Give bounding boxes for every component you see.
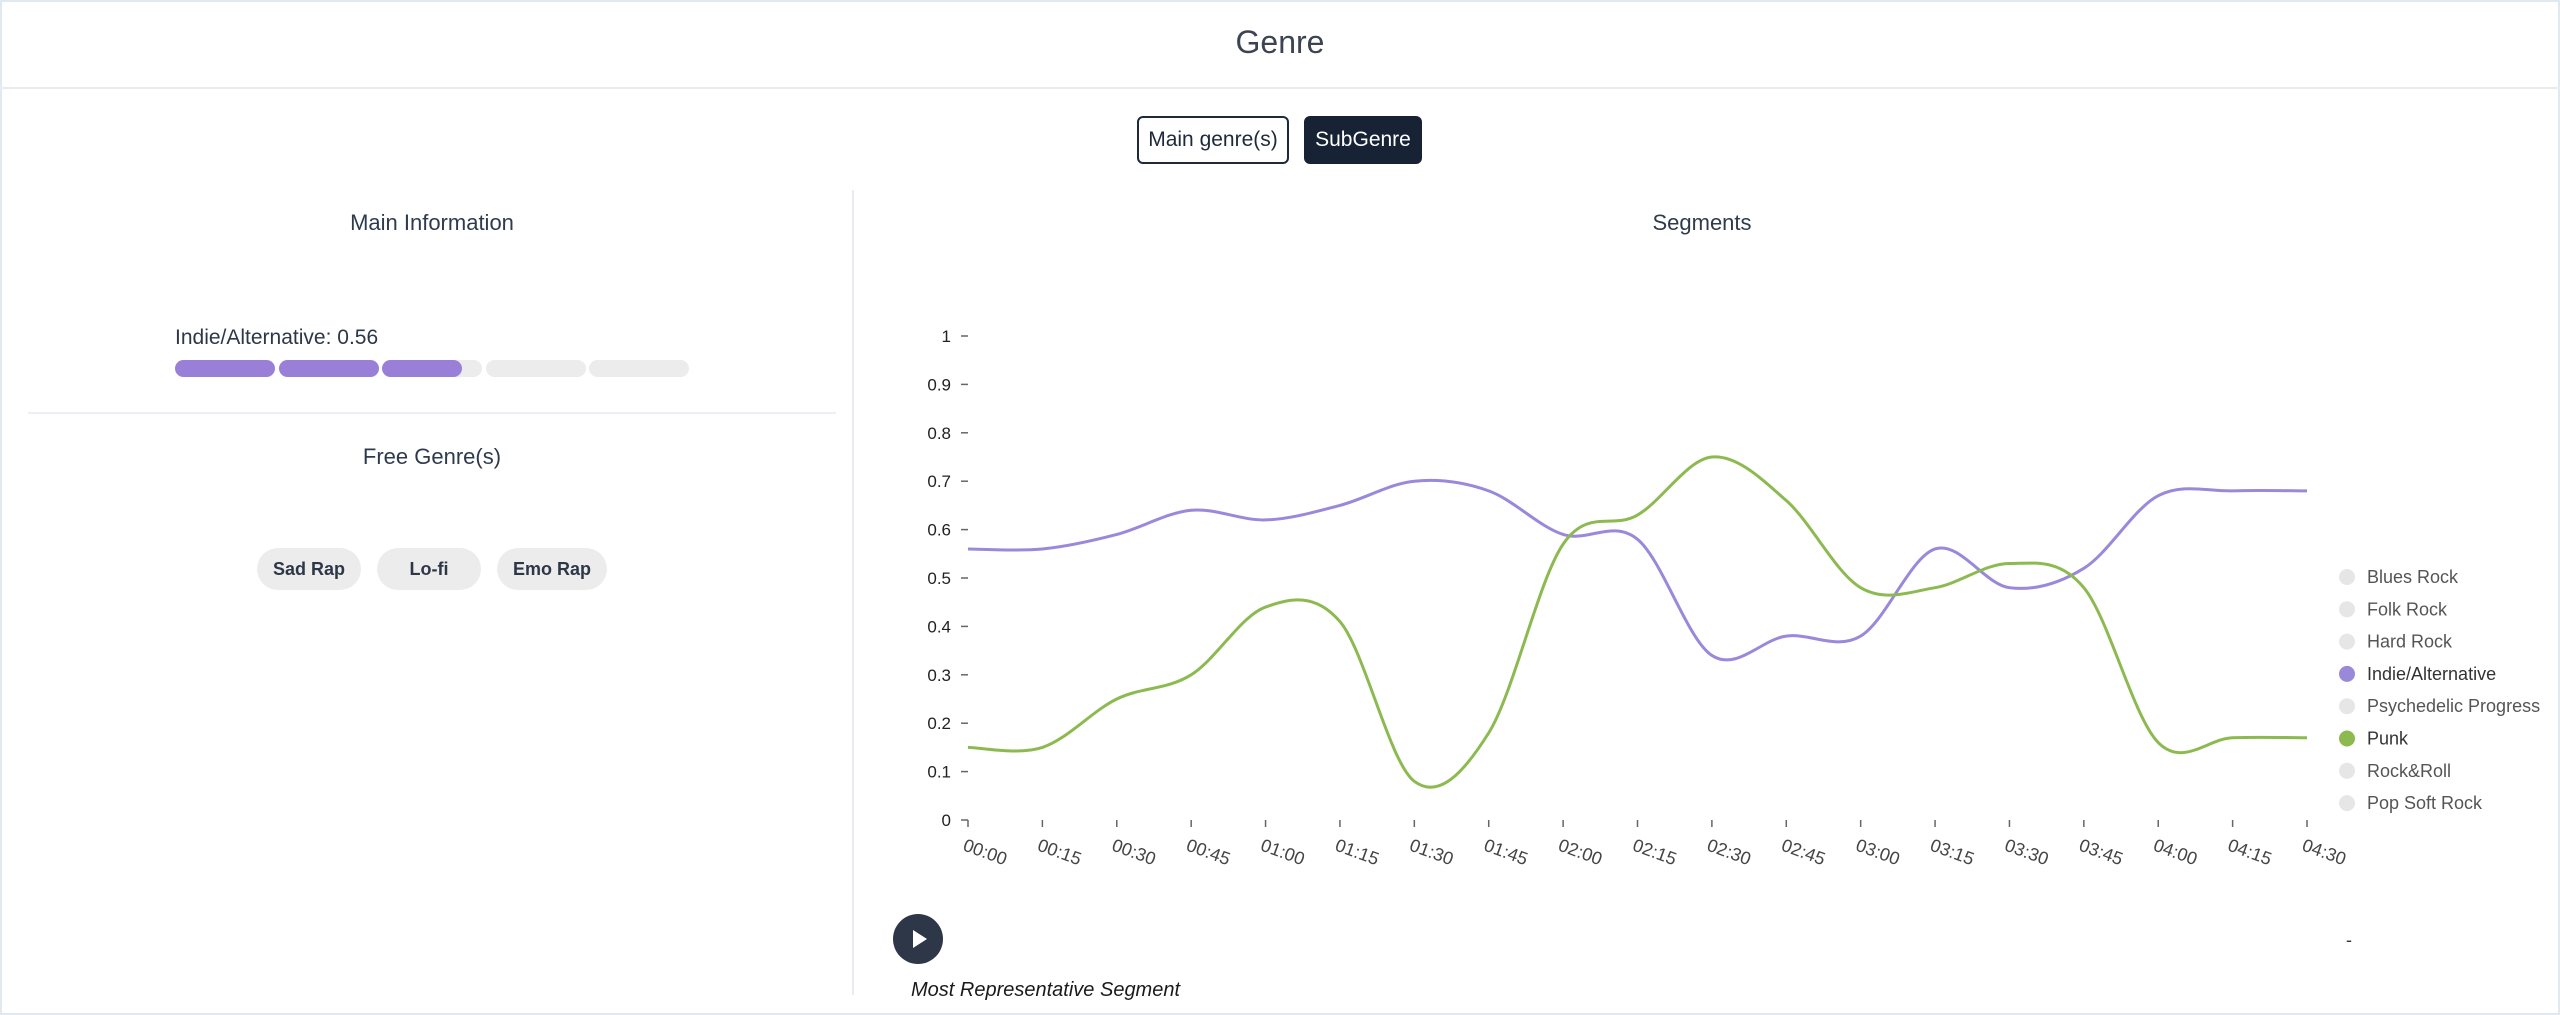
score-bar-fill xyxy=(175,360,275,377)
left-panel xyxy=(0,190,852,1010)
main-genre-score: Indie/Alternative: 0.56 xyxy=(175,326,378,350)
x-tick-label: 00:00 xyxy=(961,835,1010,869)
x-tick-label: 00:30 xyxy=(1109,835,1158,869)
score-bar-segment xyxy=(382,360,482,377)
free-genres-title: Free Genre(s) xyxy=(362,444,502,469)
segments-title: Segments xyxy=(1652,210,1752,235)
legend-marker xyxy=(2339,795,2355,812)
x-tick-label: 00:15 xyxy=(1035,835,1084,869)
x-tick-label: 03:15 xyxy=(1928,835,1977,869)
legend-label: Pop Soft Rock xyxy=(2367,793,2483,813)
y-tick-label: 0.5 xyxy=(927,569,951,588)
y-tick-label: 0.8 xyxy=(927,424,951,443)
x-tick-label: 03:45 xyxy=(2076,835,2125,869)
play-button[interactable] xyxy=(893,914,943,964)
x-tick-label: 01:45 xyxy=(1481,835,1530,869)
x-tick-label: 03:30 xyxy=(2002,835,2051,869)
segment-time-readout: - xyxy=(2346,930,2352,950)
x-tick-label: 02:45 xyxy=(1779,835,1828,869)
legend-marker xyxy=(2339,730,2355,747)
y-tick-label: 0.7 xyxy=(927,472,951,491)
main-genre-toggle-button[interactable]: Main genre(s) xyxy=(1137,116,1289,164)
legend-label: Folk Rock xyxy=(2367,599,2448,619)
legend-label: Punk xyxy=(2367,729,2409,749)
series-line-indie-alternative xyxy=(967,478,2308,662)
legend-label: Hard Rock xyxy=(2367,632,2453,652)
x-tick-label: 02:00 xyxy=(1556,835,1605,869)
y-tick-label: 0.6 xyxy=(927,521,951,540)
y-tick-label: 0 xyxy=(942,811,951,830)
score-bar-segment xyxy=(278,360,379,377)
page-title: Genre xyxy=(1235,24,1325,60)
x-tick-label: 01:00 xyxy=(1258,835,1307,869)
panel-divider xyxy=(852,190,854,995)
free-genre-chip[interactable]: Sad Rap xyxy=(256,548,361,590)
segments-line-chart: 0 0.1 0.2 0.3 0.4 0.5 0.6 0.7 0.8 0.9 1 00:00 00:15 0… xyxy=(927,327,2540,869)
score-bar-fill xyxy=(382,360,462,377)
legend-marker xyxy=(2339,698,2355,715)
legend-label: Psychedelic Progress xyxy=(2367,696,2540,716)
score-bar-segment xyxy=(589,360,689,377)
main-genre-separator: : xyxy=(325,326,338,349)
y-tick-label: 0.9 xyxy=(927,375,951,394)
free-genre-chip[interactable]: Emo Rap xyxy=(497,548,608,590)
x-tick-label: 04:00 xyxy=(2151,835,2200,869)
legend-marker xyxy=(2339,569,2355,585)
legend-label: Blues Rock xyxy=(2367,567,2459,587)
legend-marker xyxy=(2339,633,2355,650)
x-tick-label: 03:00 xyxy=(1853,835,1902,869)
x-tick-label: 00:45 xyxy=(1184,835,1233,869)
y-tick-label: 0.4 xyxy=(927,617,951,636)
main-genre-score-value: 0.56 xyxy=(337,326,379,349)
subgenre-toggle-button[interactable]: SubGenre xyxy=(1304,116,1422,164)
free-genre-chips: Sad Rap Lo-fi Emo Rap xyxy=(0,548,864,590)
x-tick-label: 02:30 xyxy=(1705,835,1754,869)
score-bar-fill xyxy=(278,360,379,377)
score-bar xyxy=(175,360,690,377)
main-information-title: Main Information xyxy=(350,210,514,235)
free-genre-chip[interactable]: Lo-fi xyxy=(377,548,481,590)
most-representative-segment-label: Most Representative Segment xyxy=(911,979,1181,1001)
play-icon xyxy=(913,930,927,948)
y-tick-label: 0.1 xyxy=(927,763,951,782)
x-tick-label: 02:15 xyxy=(1630,835,1679,869)
header: Genre xyxy=(0,0,2560,89)
y-tick-label: 0.2 xyxy=(927,714,951,733)
y-tick-label: 0.3 xyxy=(927,666,951,685)
score-bar-segment xyxy=(175,360,275,377)
score-bar-segment xyxy=(485,360,586,377)
x-tick-label: 01:15 xyxy=(1333,835,1382,869)
main-genre-name: Indie/Alternative xyxy=(175,326,326,349)
legend-marker xyxy=(2339,762,2355,779)
x-tick-label: 04:30 xyxy=(2300,835,2349,869)
legend-marker xyxy=(2339,601,2355,618)
legend-label: Indie/Alternative xyxy=(2367,664,2496,684)
x-tick-label: 04:15 xyxy=(2225,835,2274,869)
series-line-punk xyxy=(967,455,2308,789)
legend-marker xyxy=(2339,665,2355,682)
legend-label: Rock&Roll xyxy=(2367,761,2451,781)
x-tick-label: 01:30 xyxy=(1407,835,1456,869)
y-tick-label: 1 xyxy=(942,327,951,346)
section-divider xyxy=(28,412,836,414)
